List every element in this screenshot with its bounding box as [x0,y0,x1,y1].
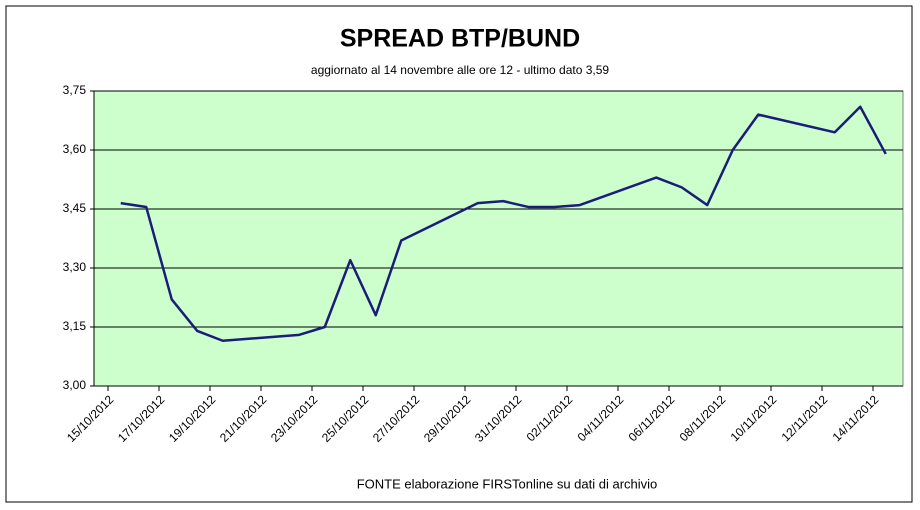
y-tick-label: 3,45 [63,201,87,215]
y-tick-label: 3,30 [63,260,87,274]
y-tick-label: 3,00 [63,378,87,392]
series-line [120,105,887,343]
y-tick-label: 3,75 [63,83,87,97]
chart-title: SPREAD BTP/BUND [340,25,580,53]
y-tick-label: 3,15 [63,319,87,333]
source-note: FONTE elaborazione FIRSTonline su dati d… [357,476,658,491]
plot-area [93,90,904,387]
y-tick-label: 3,60 [63,142,87,156]
chart-subtitle: aggiornato al 14 novembre alle ore 12 - … [311,63,610,77]
